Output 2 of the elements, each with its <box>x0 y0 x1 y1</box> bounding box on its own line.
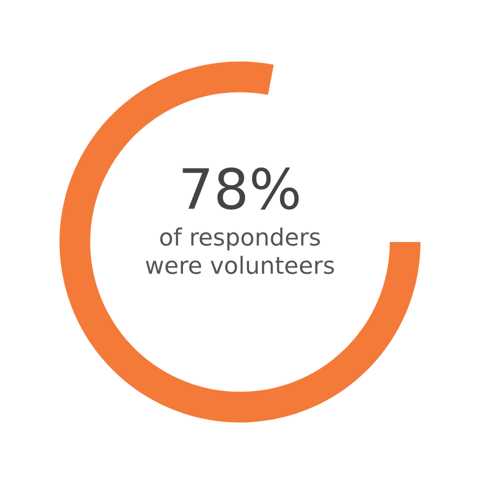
data-label: 78% <box>182 168 299 210</box>
text: of responders were volunteers <box>146 228 334 274</box>
